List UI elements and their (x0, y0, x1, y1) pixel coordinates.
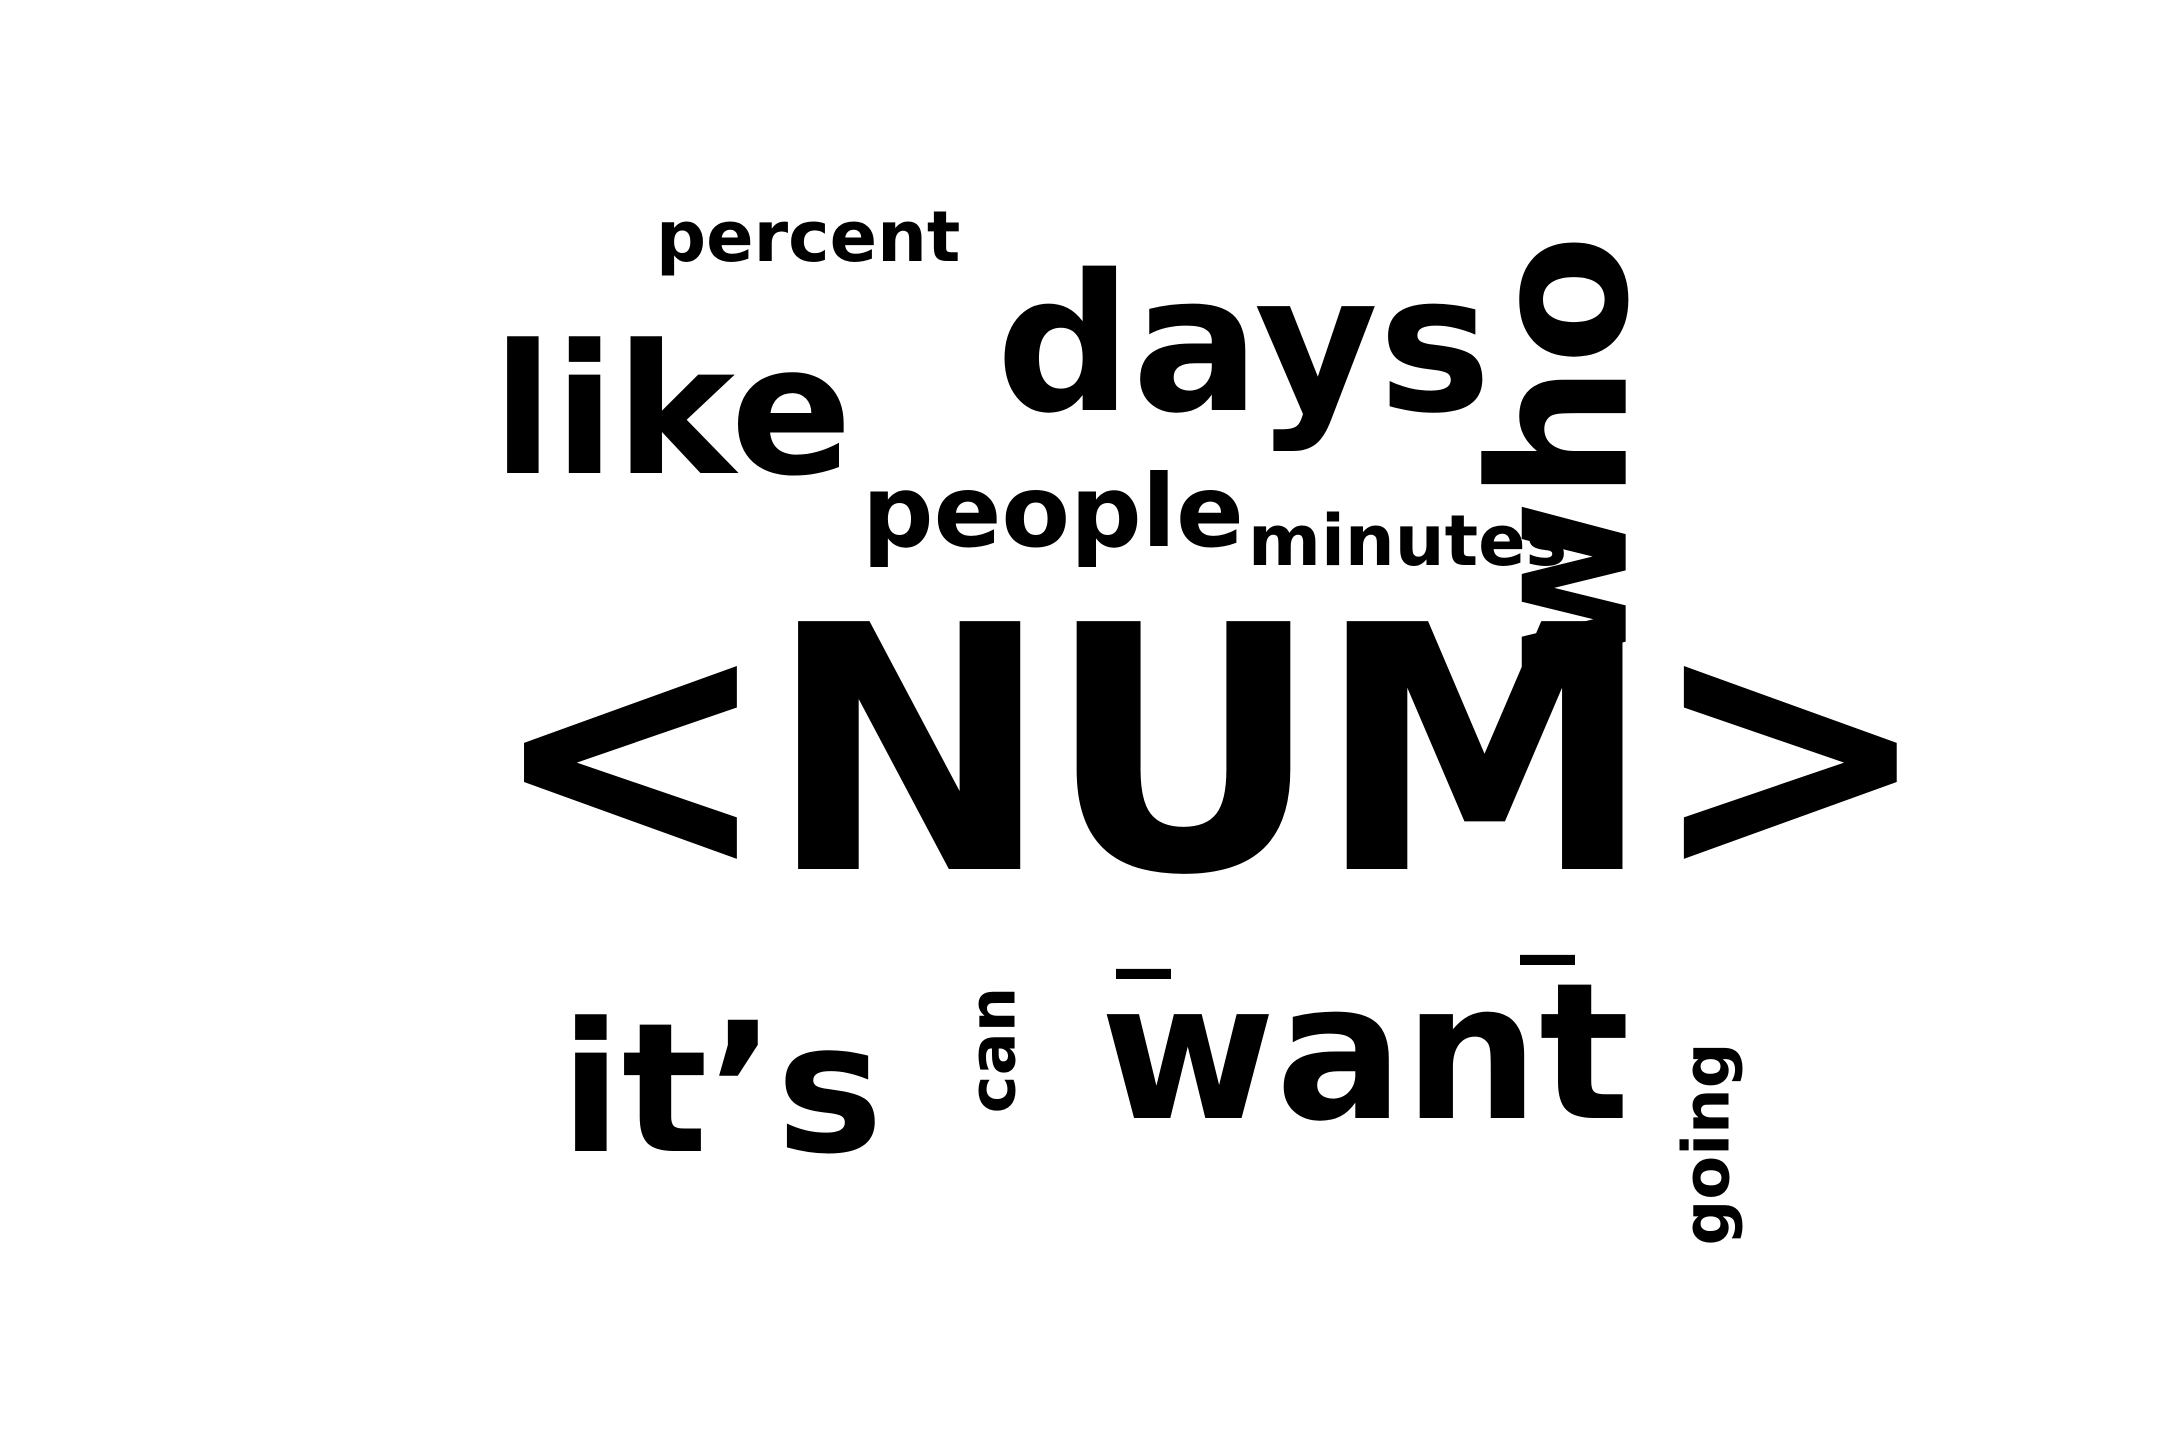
word-percent: percent (656, 196, 961, 278)
word-like: like (492, 307, 853, 516)
word-underscore-2: _ (1520, 837, 1575, 965)
word-want: want (1100, 942, 1630, 1163)
word-days: days (996, 234, 1492, 455)
word-underscore-1: _ (1116, 851, 1171, 979)
word-its: it’s (560, 985, 884, 1194)
word-going: going (1670, 1042, 1745, 1246)
word-people: people (862, 453, 1244, 570)
word-can: can (956, 986, 1031, 1114)
word-num: <NUM> (488, 554, 1933, 950)
word-minutes: minutes (1248, 500, 1568, 582)
